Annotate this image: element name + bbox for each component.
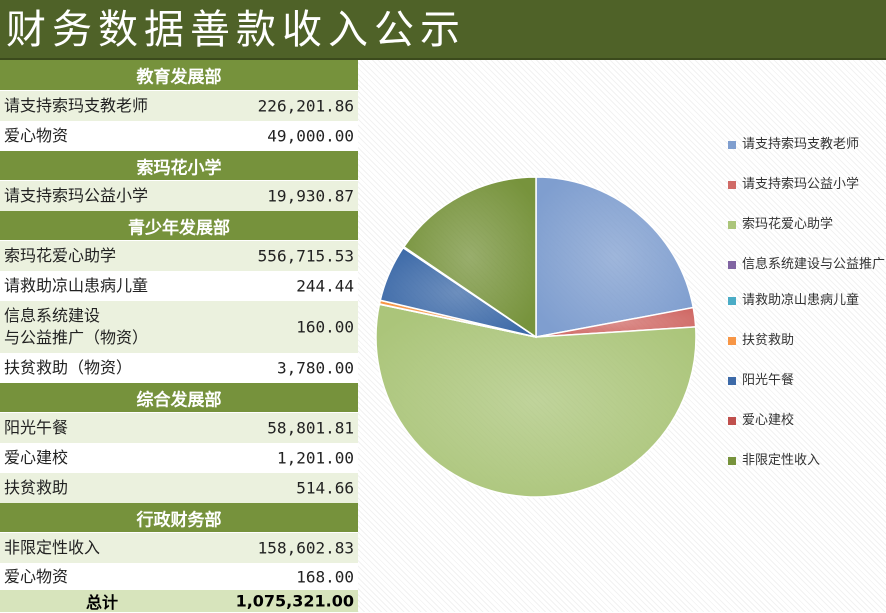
- section-header: 青少年发展部: [0, 211, 358, 241]
- row-label: 爱心物资: [4, 126, 69, 145]
- legend-label: 请救助凉山患病儿童: [742, 293, 860, 308]
- legend-swatch: [728, 261, 736, 269]
- total-label: 总计: [86, 593, 119, 612]
- legend-label: 请支持索玛公益小学: [742, 177, 860, 192]
- row-value: 49,000.00: [267, 126, 354, 146]
- pie-slice-2: [375, 303, 697, 498]
- row-label: 请支持索玛公益小学: [4, 186, 149, 205]
- table-row: 爱心物资 168.00: [0, 563, 358, 590]
- row-value: 514.66: [296, 478, 354, 498]
- table-row: 爱心物资 49,000.00: [0, 121, 358, 151]
- legend-label: 请支持索玛支教老师: [742, 137, 860, 152]
- row-value: 19,930.87: [267, 186, 354, 206]
- row-label: 阳光午餐: [4, 418, 69, 437]
- section-header-label: 索玛花小学: [136, 158, 222, 178]
- page-title: 财务数据善款收入公示: [6, 7, 466, 53]
- row-label: 请救助凉山患病儿童: [4, 276, 149, 295]
- total-value: 1,075,321.00: [235, 591, 354, 611]
- row-label: 扶贫救助: [4, 478, 69, 497]
- row-value: 168.00: [296, 567, 354, 586]
- table-row: 扶贫救助（物资） 3,780.00: [0, 353, 358, 383]
- pie-slice-0: [535, 176, 695, 338]
- section-header-label: 教育发展部: [136, 67, 222, 88]
- total-row: 总计 1,075,321.00: [0, 590, 358, 612]
- table-row: 索玛花爱心助学 556,715.53: [0, 241, 358, 271]
- table-row: 扶贫救助 514.66: [0, 473, 358, 503]
- chart-area: 请支持索玛支教老师 请支持索玛公益小学 索玛花爱心助学信息系统建设与公益推广 请救助凉…: [358, 60, 886, 612]
- legend-swatch: [728, 297, 736, 305]
- pie-slice-8: [402, 176, 537, 339]
- table-row: 请支持索玛公益小学 19,930.87: [0, 181, 358, 211]
- section-header-label: 综合发展部: [136, 390, 222, 410]
- legend-label: 阳光午餐: [742, 373, 795, 388]
- row-value: 556,715.53: [257, 246, 354, 266]
- legend-swatch: [728, 141, 736, 149]
- table-row: 爱心建校 1,201.00: [0, 443, 358, 473]
- row-value: 158,602.83: [257, 538, 354, 558]
- row-value: 1,201.00: [276, 448, 354, 468]
- row-value: 58,801.81: [267, 418, 354, 438]
- section-header: 综合发展部: [0, 383, 358, 413]
- section-header: 教育发展部: [0, 60, 358, 91]
- table-row: 非限定性收入 158,602.83: [0, 533, 358, 563]
- row-label: 爱心物资: [4, 566, 69, 586]
- row-value: 244.44: [296, 276, 354, 296]
- row-label: 扶贫救助（物资）: [4, 358, 133, 377]
- table-row: 信息系统建设 与公益推广（物资） 160.00: [0, 301, 358, 353]
- table-row: 请救助凉山患病儿童 244.44: [0, 271, 358, 301]
- title-bar: 财务数据善款收入公示: [0, 0, 886, 60]
- legend-label: 扶贫救助: [742, 333, 795, 348]
- legend-swatch: [728, 457, 736, 465]
- section-header: 行政财务部: [0, 503, 358, 533]
- legend-swatch: [728, 417, 736, 425]
- legend-label: 索玛花爱心助学: [742, 217, 834, 232]
- pie-chart: [375, 176, 697, 498]
- row-value: 160.00: [296, 317, 354, 337]
- row-label: 爱心建校: [4, 448, 69, 467]
- row-label: 索玛花爱心助学: [4, 246, 117, 265]
- row-label: 信息系统建设 与公益推广（物资）: [4, 306, 149, 347]
- row-label: 非限定性收入: [4, 538, 101, 557]
- legend-label: 非限定性收入: [742, 453, 821, 468]
- section-header-label: 青少年发展部: [128, 218, 230, 238]
- section-header-label: 行政财务部: [136, 510, 222, 530]
- legend-swatch: [728, 221, 736, 229]
- legend-label: 爱心建校: [742, 413, 795, 428]
- row-value: 226,201.86: [257, 96, 354, 116]
- row-value: 3,780.00: [276, 358, 354, 378]
- row-label: 请支持索玛支教老师: [4, 96, 149, 115]
- legend-swatch: [728, 181, 736, 189]
- table-row: 请支持索玛支教老师 226,201.86: [0, 91, 358, 121]
- section-header: 索玛花小学: [0, 151, 358, 181]
- legend-label: 信息系统建设与公益推广: [742, 257, 886, 272]
- legend-swatch: [728, 337, 736, 345]
- table-row: 阳光午餐 58,801.81: [0, 413, 358, 443]
- legend-swatch: [728, 377, 736, 385]
